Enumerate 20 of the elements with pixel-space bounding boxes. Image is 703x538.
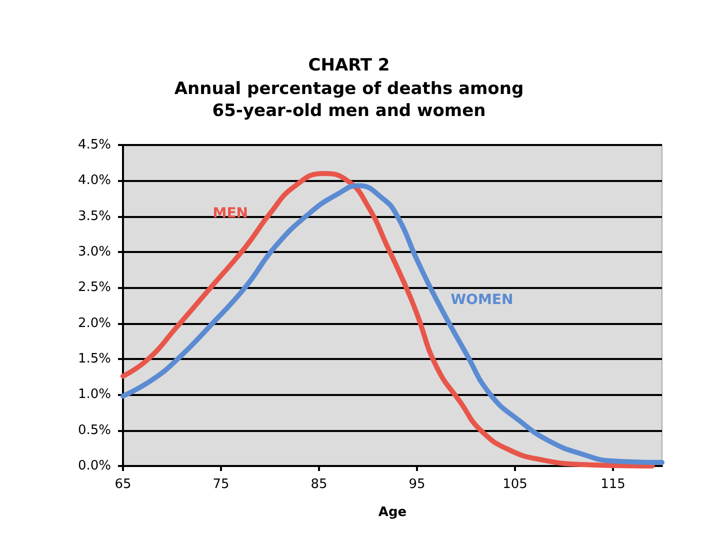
- y-tick-label: 4.5%: [78, 138, 111, 152]
- y-tick-label: 4.0%: [78, 173, 111, 188]
- x-tick-label: 65: [114, 477, 132, 492]
- y-tick-label: 3.5%: [78, 208, 111, 224]
- series-label: WOMEN: [450, 292, 514, 308]
- x-tick-label: 105: [502, 477, 528, 492]
- x-tick-label: 95: [408, 477, 426, 492]
- y-tick-label: 2.0%: [78, 316, 111, 331]
- x-tick-label: 85: [310, 477, 328, 492]
- y-tick-label: 0.5%: [78, 422, 111, 438]
- y-tick-label: 2.5%: [78, 280, 111, 296]
- x-tick-label: 75: [212, 477, 230, 492]
- y-tick-label: 1.0%: [78, 387, 111, 402]
- chart-title: CHART 2: [308, 56, 390, 76]
- chart-subtitle: Annual percentage of deaths among 65-year-old men and women: [174, 79, 524, 121]
- y-tick-label: 1.5%: [78, 352, 111, 366]
- y-tick-label: 0.0%: [78, 458, 111, 474]
- x-axis-title: Age: [378, 505, 407, 520]
- x-tick-label: 115: [600, 477, 626, 492]
- y-tick-label: 3.0%: [78, 244, 111, 260]
